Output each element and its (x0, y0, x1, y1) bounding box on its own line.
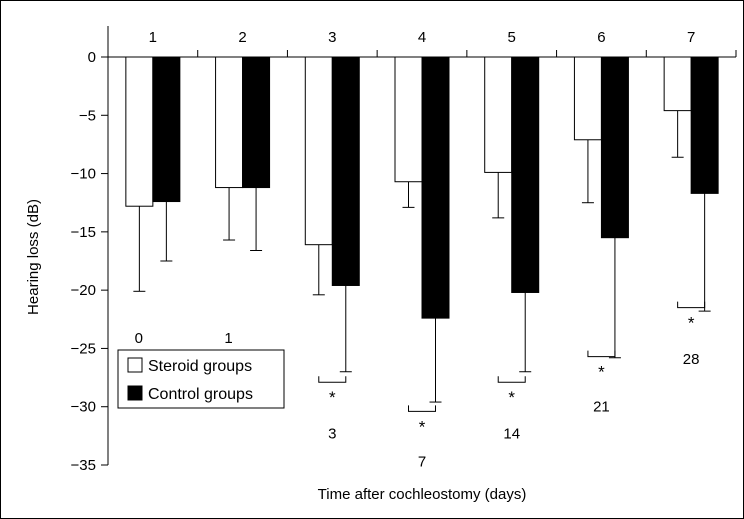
bar-steroid (573, 56, 602, 141)
annotation-label: 7 (418, 454, 426, 471)
bar-steroid (215, 56, 244, 189)
y-tick-label: −35 (71, 457, 96, 474)
y-tick-label: −20 (71, 282, 96, 299)
significance-asterisk: * (688, 314, 695, 333)
annotation-label: 21 (593, 399, 610, 416)
bars (125, 56, 719, 403)
bar-steroid (394, 56, 423, 183)
category-label: 6 (597, 29, 605, 46)
bar-control (511, 56, 540, 293)
bar-control (421, 56, 450, 319)
annotations: 0 1 * 3 * 7 * 14 * 21 * 28 (135, 301, 706, 471)
bar-steroid (304, 56, 333, 246)
significance-bracket (587, 350, 616, 358)
annotation-label: 3 (328, 426, 336, 443)
annotation-label: 14 (503, 426, 520, 443)
significance-asterisk: * (329, 388, 336, 407)
annotation-label: 28 (683, 351, 700, 368)
legend-swatch-steroid (127, 357, 143, 373)
bar-control (152, 56, 181, 203)
axes: 0 −5 −10 −15 −20 −25 −30 −35 1 2 3 4 5 6 7 (71, 26, 737, 474)
y-tick-label: −5 (79, 107, 96, 124)
significance-asterisk: * (508, 388, 515, 407)
category-label: 1 (149, 29, 157, 46)
legend-box (117, 349, 285, 409)
y-tick-label: −15 (71, 224, 96, 241)
y-tick-label: 0 (88, 49, 96, 66)
category-label: 2 (238, 29, 246, 46)
bar-steroid (125, 56, 154, 207)
x-axis-label: Time after cochleostomy (days) (318, 486, 527, 503)
bar-control (242, 56, 271, 189)
significance-bracket (318, 376, 347, 383)
bar-control (690, 56, 719, 194)
significance-asterisk: * (598, 363, 605, 382)
bar-control (600, 56, 629, 239)
y-tick-label: −10 (71, 166, 96, 183)
significance-bracket (677, 301, 706, 309)
legend: Steroid groups Control groups (117, 349, 285, 409)
category-label: 3 (328, 29, 336, 46)
legend-swatch-control (127, 385, 143, 401)
legend-label-control: Control groups (148, 386, 253, 403)
bar-control (331, 56, 360, 286)
annotation-label: 0 (135, 330, 143, 347)
y-tick-label: −25 (71, 340, 96, 357)
annotation-label: 1 (224, 330, 232, 347)
significance-bracket (408, 405, 436, 412)
significance-asterisk: * (419, 417, 426, 436)
y-axis-label: Hearing loss (dB) (25, 199, 42, 315)
category-label: 4 (418, 29, 426, 46)
category-label: 7 (687, 29, 695, 46)
bar-steroid (484, 56, 513, 173)
bar-steroid (663, 56, 692, 112)
significance-bracket (497, 376, 526, 383)
category-label: 5 (508, 29, 516, 46)
legend-label-steroid: Steroid groups (148, 358, 252, 375)
y-tick-label: −30 (71, 399, 96, 416)
